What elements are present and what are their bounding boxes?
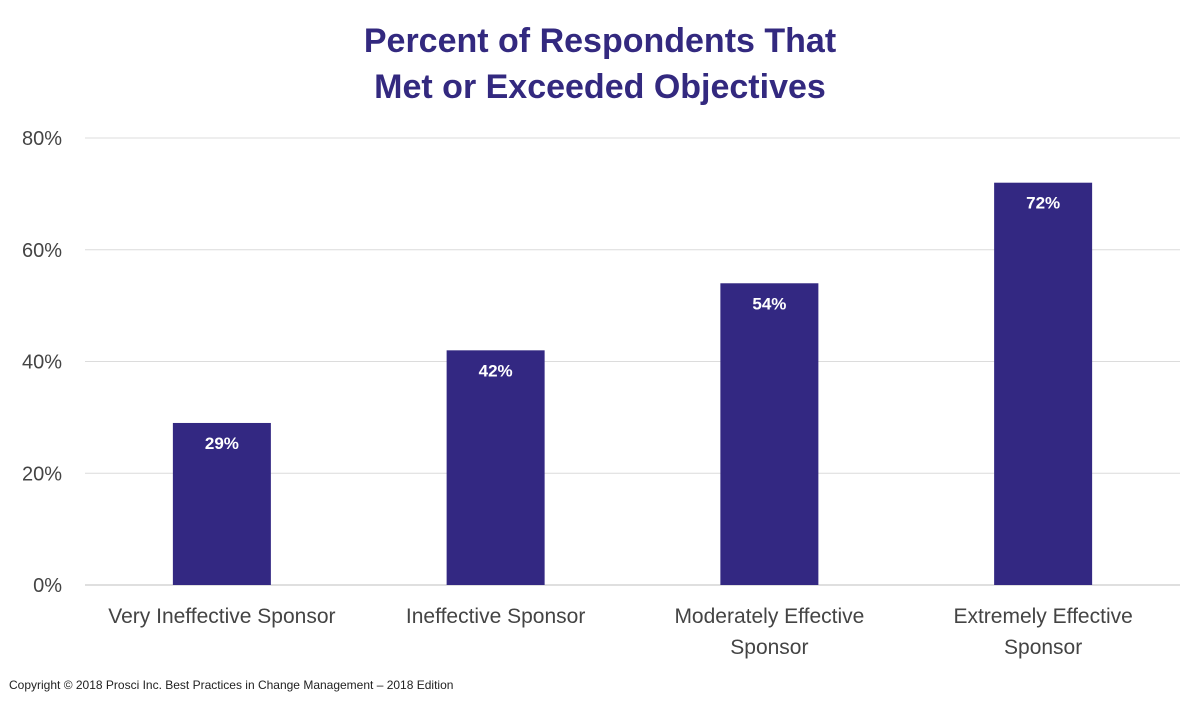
data-label: 54% (752, 294, 786, 313)
bar (446, 350, 545, 585)
y-tick-label: 0% (33, 575, 62, 597)
x-axis-category-labels: Very Ineffective Sponsor Ineffective Spon… (108, 605, 1133, 659)
y-tick-label: 80% (22, 128, 62, 150)
data-label: 29% (205, 434, 239, 453)
data-labels: 29% 42% 54% 72% (205, 194, 1060, 453)
copyright-footer: Copyright © 2018 Prosci Inc. Best Practi… (9, 678, 454, 692)
bar (994, 182, 1093, 585)
x-category-label: Sponsor (1004, 636, 1082, 659)
bar (172, 422, 271, 585)
bar (720, 283, 819, 585)
x-category-label: Ineffective Sponsor (406, 605, 585, 628)
x-category-label: Sponsor (730, 636, 808, 659)
chart-title-line-1: Percent of Respondents That (363, 22, 837, 60)
y-axis-tick-labels: 0% 20% 40% 60% 80% (22, 128, 62, 597)
y-tick-label: 40% (22, 352, 62, 374)
bars (172, 182, 1093, 585)
y-tick-label: 20% (22, 463, 62, 485)
y-tick-label: 60% (22, 240, 62, 262)
chart-title: Percent of Respondents That Met or Excee… (0, 18, 1200, 110)
x-category-label: Very Ineffective Sponsor (108, 605, 335, 628)
chart-title-line-2: Met or Exceeded Objectives (374, 68, 826, 106)
data-label: 42% (479, 361, 513, 380)
x-category-label: Extremely Effective (953, 605, 1132, 628)
x-category-label: Moderately Effective (674, 605, 864, 628)
data-label: 72% (1026, 194, 1060, 213)
